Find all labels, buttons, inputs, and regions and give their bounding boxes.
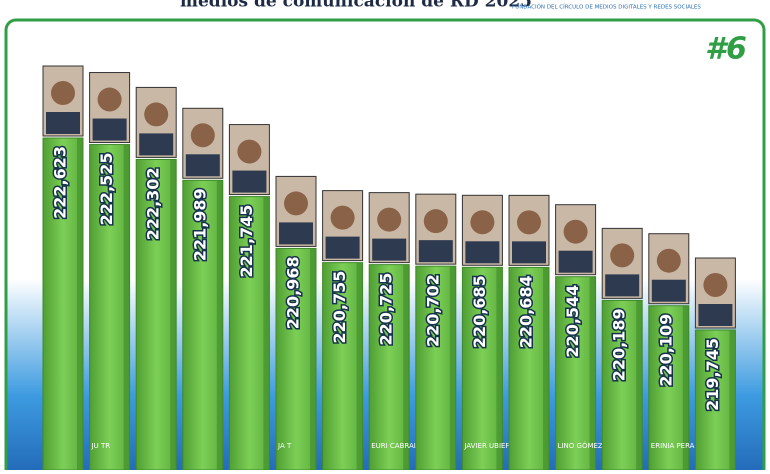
value-label: 220,684 xyxy=(517,275,536,348)
photo-body xyxy=(512,241,546,264)
bar-side xyxy=(77,138,83,470)
value-label: 222,525 xyxy=(97,153,116,226)
bar xyxy=(508,266,550,471)
photo-body xyxy=(92,118,127,141)
value-label: 220,109 xyxy=(656,314,675,387)
photo-face xyxy=(423,209,448,234)
photo-face xyxy=(237,139,262,164)
value-label: 220,755 xyxy=(330,271,349,344)
bar-side xyxy=(170,159,177,471)
bar xyxy=(89,144,131,471)
bar-side xyxy=(216,180,223,471)
name-label: EURI CABRAL xyxy=(371,442,418,450)
value-label: 221,745 xyxy=(237,205,256,278)
bar xyxy=(415,265,457,471)
photo-body xyxy=(139,133,174,156)
bar-side xyxy=(403,264,410,470)
photo-body xyxy=(232,170,267,193)
bar-side xyxy=(589,276,596,470)
header-subtitle: FUNDACIÓN DEL CÍRCULO DE MEDIOS DIGITALE… xyxy=(512,4,701,11)
photo-face xyxy=(190,123,215,148)
name-label: ERINIA PERALTA xyxy=(651,442,706,450)
photo-body xyxy=(46,112,80,134)
badge: #6 xyxy=(705,32,747,67)
bar-side xyxy=(263,196,270,470)
photo-body xyxy=(418,240,453,263)
photo-body xyxy=(185,154,220,177)
photo-body xyxy=(465,241,500,264)
value-label: 220,725 xyxy=(377,273,396,346)
bar xyxy=(135,158,177,471)
photo-face xyxy=(330,205,355,230)
value-label: 222,623 xyxy=(51,146,70,219)
name-label: LINO GÓMEZ xyxy=(558,441,603,450)
bar-side xyxy=(636,300,643,470)
photo-body xyxy=(279,222,313,245)
name-label: JAVIER UBIERA xyxy=(463,442,515,450)
value-label: 219,745 xyxy=(703,338,722,411)
photo-face xyxy=(563,219,588,244)
header-title: medios de comunicación de RD 2025 xyxy=(180,0,532,12)
value-label: 220,702 xyxy=(423,274,442,347)
bar xyxy=(694,329,736,471)
photo-face xyxy=(51,81,75,105)
bar xyxy=(182,179,224,471)
bar-side xyxy=(729,330,736,470)
photo-face xyxy=(97,87,122,112)
bar xyxy=(555,276,597,471)
photo-body xyxy=(372,238,407,261)
name-label: JU TR xyxy=(91,442,111,450)
value-label: 220,968 xyxy=(284,256,303,329)
bar-side xyxy=(682,305,689,470)
photo-face xyxy=(703,273,728,297)
photo-face xyxy=(470,210,495,235)
photo-face xyxy=(610,243,635,268)
photo-body xyxy=(325,236,360,259)
photo-body xyxy=(651,279,686,302)
photo-face xyxy=(144,102,169,127)
value-label: 221,989 xyxy=(190,188,209,261)
value-label: 222,302 xyxy=(144,167,163,240)
photo-body xyxy=(605,274,640,297)
value-label: 220,685 xyxy=(470,275,489,348)
bar xyxy=(42,137,84,471)
bar-side xyxy=(123,144,130,470)
bar-side xyxy=(543,267,549,470)
bar-side xyxy=(449,266,456,470)
photo-face xyxy=(284,191,308,216)
value-label: 220,189 xyxy=(610,308,629,381)
value-label: 220,544 xyxy=(563,285,582,358)
name-label: JA T xyxy=(277,442,292,450)
photo-face xyxy=(517,210,541,235)
photo-body xyxy=(698,304,733,326)
bar xyxy=(368,264,410,471)
photo-face xyxy=(656,248,681,273)
bar-side xyxy=(310,248,316,470)
photo-body xyxy=(558,250,593,273)
bar-side xyxy=(496,267,503,470)
bar-side xyxy=(356,262,363,470)
bar xyxy=(322,262,364,471)
photo-face xyxy=(377,207,402,232)
